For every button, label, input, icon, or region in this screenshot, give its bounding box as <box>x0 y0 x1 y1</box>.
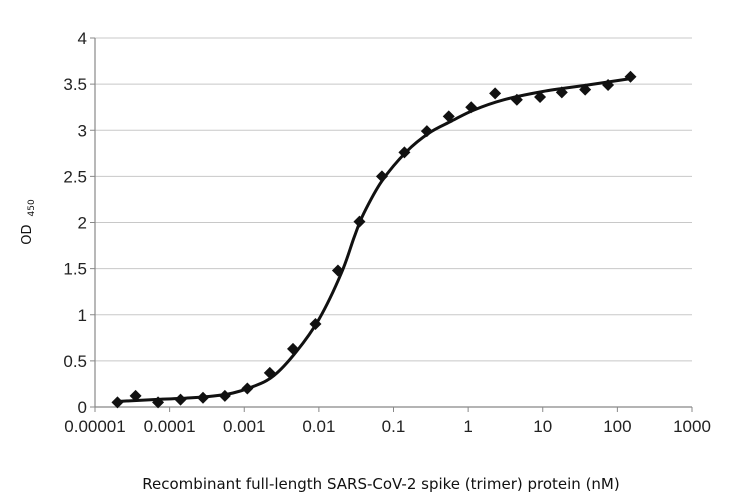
y-tick-label-1: 0.5 <box>63 352 87 371</box>
fit-curve <box>117 77 631 403</box>
data-point-4 <box>196 391 209 404</box>
data-point-13 <box>398 146 411 159</box>
x-tick-group: 0.00001 0.0001 0.001 0.01 0.1 1 10 100 1000 <box>64 407 711 436</box>
data-point-1 <box>129 389 142 402</box>
y-axis-title-text: OD <box>20 224 35 244</box>
data-point-16 <box>465 101 478 114</box>
data-point-5 <box>218 389 231 402</box>
y-axis-title: OD 450 <box>18 199 37 245</box>
y-tick-label-2: 1 <box>78 306 87 325</box>
data-point-2 <box>152 396 165 409</box>
data-point-0 <box>111 396 124 409</box>
data-point-20 <box>555 86 568 99</box>
data-point-8 <box>286 342 299 355</box>
data-points <box>111 70 637 409</box>
data-point-3 <box>174 393 187 406</box>
x-tick-label-4: 0.1 <box>382 417 406 436</box>
data-point-7 <box>263 366 276 379</box>
x-tick-label-3: 0.01 <box>302 417 335 436</box>
y-tick-label-7: 3.5 <box>63 75 87 94</box>
x-tick-label-6: 10 <box>533 417 552 436</box>
data-point-19 <box>534 91 547 104</box>
data-point-21 <box>579 83 592 96</box>
y-tick-label-6: 3 <box>78 121 87 140</box>
data-point-10 <box>331 264 344 277</box>
data-point-23 <box>624 70 637 83</box>
x-tick-label-7: 100 <box>603 417 631 436</box>
x-tick-label-1: 0.0001 <box>144 417 196 436</box>
y-tick-label-5: 2.5 <box>63 167 87 186</box>
data-point-14 <box>420 125 433 138</box>
data-point-17 <box>489 87 502 100</box>
data-point-6 <box>241 382 254 395</box>
x-tick-label-5: 1 <box>463 417 472 436</box>
grid-lines <box>95 37 692 362</box>
x-tick-label-0: 0.00001 <box>64 417 125 436</box>
data-point-12 <box>375 170 388 183</box>
y-tick-group: 0 0.5 1 1.5 2 2.5 3 3.5 4 <box>63 29 95 417</box>
data-point-9 <box>309 317 322 330</box>
x-axis-title: Recombinant full-length SARS-CoV-2 spike… <box>142 475 619 493</box>
data-point-15 <box>442 110 455 123</box>
y-tick-label-0: 0 <box>78 398 87 417</box>
y-axis-title-subscript: 450 <box>27 199 37 216</box>
data-point-11 <box>353 215 366 228</box>
y-tick-label-3: 1.5 <box>63 260 87 279</box>
y-tick-label-8: 4 <box>78 29 87 48</box>
x-tick-label-2: 0.001 <box>223 417 266 436</box>
x-tick-label-8: 1000 <box>673 417 711 436</box>
data-point-18 <box>510 93 523 106</box>
y-tick-label-4: 2 <box>78 214 87 233</box>
data-point-22 <box>602 79 615 92</box>
